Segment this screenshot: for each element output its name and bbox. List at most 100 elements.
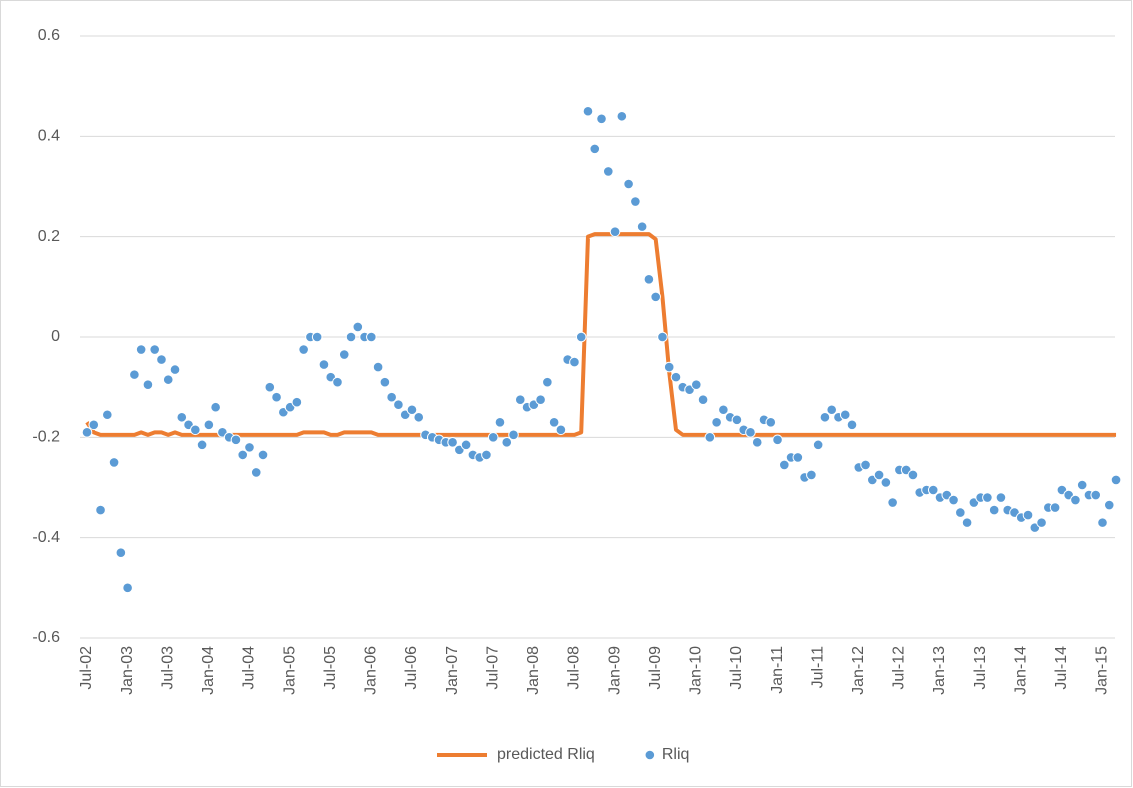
- scatter-point: [162, 374, 174, 385]
- x-tick-label: Jan-12: [850, 646, 867, 695]
- scatter-point: [149, 344, 160, 355]
- scatter-point: [460, 439, 472, 451]
- scatter-point: [169, 364, 181, 375]
- scatter-point: [271, 391, 282, 403]
- scatter-point: [982, 492, 993, 503]
- scatter-point: [772, 434, 783, 446]
- scatter-point: [1103, 499, 1115, 511]
- scatter-point: [508, 429, 519, 441]
- x-tick-label: Jan-13: [931, 646, 948, 695]
- legend-swatch: [644, 749, 656, 761]
- scatter-point: [1022, 509, 1034, 521]
- scatter-point: [244, 442, 255, 453]
- scatter-point: [548, 416, 560, 428]
- scatter-point: [826, 404, 838, 416]
- scatter-point: [643, 274, 655, 285]
- x-tick-label: Jan-14: [1012, 646, 1029, 695]
- scatter-point: [494, 416, 506, 428]
- scatter-point: [81, 427, 93, 438]
- scatter-point: [555, 424, 567, 436]
- x-tick-label: Jul-14: [1053, 646, 1070, 690]
- scatter-point: [887, 497, 898, 508]
- scatter-point: [386, 391, 397, 403]
- scatter-point: [731, 414, 743, 426]
- scatter-point: [264, 381, 276, 393]
- scatter-point: [88, 419, 100, 431]
- scatter-point: [332, 376, 343, 388]
- scatter-point: [291, 396, 303, 408]
- scatter-point: [501, 437, 513, 448]
- y-tick-label: -0.2: [32, 429, 60, 446]
- x-tick-label: Jul-02: [78, 646, 95, 690]
- scatter-point: [846, 419, 858, 431]
- scatter-point: [691, 379, 702, 390]
- scatter-point: [589, 143, 601, 155]
- scatter-point: [575, 331, 587, 343]
- scatter-point: [670, 371, 682, 383]
- scatter-point: [609, 226, 621, 237]
- scatter-point: [602, 166, 614, 177]
- scatter-point: [697, 394, 709, 406]
- scatter-point: [873, 469, 885, 481]
- scatter-point: [122, 582, 133, 594]
- scatter-point: [995, 492, 1007, 503]
- scatter-point: [393, 399, 404, 411]
- legend-label: predicted Rliq: [497, 746, 595, 763]
- scatter-point: [108, 457, 120, 468]
- scatter-point: [352, 321, 364, 333]
- scatter-point: [596, 113, 607, 125]
- scatter-point: [481, 449, 492, 461]
- scatter-point: [792, 452, 804, 463]
- scatter-point: [1090, 489, 1102, 501]
- scatter-point: [955, 507, 966, 518]
- scatter-point: [839, 409, 851, 421]
- scatter-point: [704, 432, 716, 443]
- x-tick-label: Jan-09: [606, 646, 623, 695]
- scatter-point: [1110, 474, 1122, 486]
- x-tick-label: Jan-06: [363, 646, 380, 695]
- scatter-point: [203, 419, 215, 431]
- scatter-point: [230, 434, 242, 446]
- scatter-point: [318, 359, 330, 370]
- x-tick-label: Jan-15: [1094, 646, 1111, 695]
- scatter-point: [650, 291, 661, 303]
- x-tick-label: Jul-13: [972, 646, 989, 690]
- scatter-point: [948, 494, 959, 506]
- scatter-point: [115, 547, 127, 559]
- x-tick-label: Jan-07: [444, 646, 461, 695]
- scatter-point: [142, 379, 154, 390]
- scatter-point: [1070, 494, 1081, 506]
- scatter-point: [663, 361, 675, 373]
- y-tick-label: -0.4: [32, 529, 60, 546]
- scatter-point: [616, 110, 628, 122]
- scatter-point: [1076, 479, 1088, 491]
- x-tick-label: Jul-04: [241, 646, 258, 690]
- x-tick-label: Jul-11: [809, 646, 826, 688]
- line-series: [85, 232, 1117, 437]
- scatter-point: [366, 331, 377, 343]
- scatter-point: [237, 449, 249, 461]
- legend-label: Rliq: [662, 746, 690, 763]
- scatter-point: [927, 484, 939, 496]
- x-tick-label: Jul-03: [159, 646, 176, 690]
- y-tick-label: 0: [51, 328, 60, 345]
- scatter-point: [711, 416, 722, 428]
- x-tick-label: Jan-10: [688, 646, 705, 695]
- x-tick-label: Jul-12: [891, 646, 908, 690]
- scatter-point: [190, 424, 201, 436]
- scatter-point: [135, 344, 147, 355]
- scatter-point: [1049, 502, 1061, 513]
- scatter-point: [880, 477, 892, 488]
- x-tick-label: Jan-03: [119, 646, 136, 695]
- scatter-point: [1097, 517, 1108, 528]
- scatter-point: [210, 401, 221, 413]
- scatter-point: [812, 439, 824, 451]
- scatter-point: [745, 427, 756, 438]
- scatter-point: [765, 416, 777, 428]
- scatter-point: [250, 467, 262, 478]
- x-tick-label: Jul-10: [728, 646, 745, 690]
- y-tick-label: 0.2: [38, 228, 60, 245]
- scatter-point: [582, 105, 594, 117]
